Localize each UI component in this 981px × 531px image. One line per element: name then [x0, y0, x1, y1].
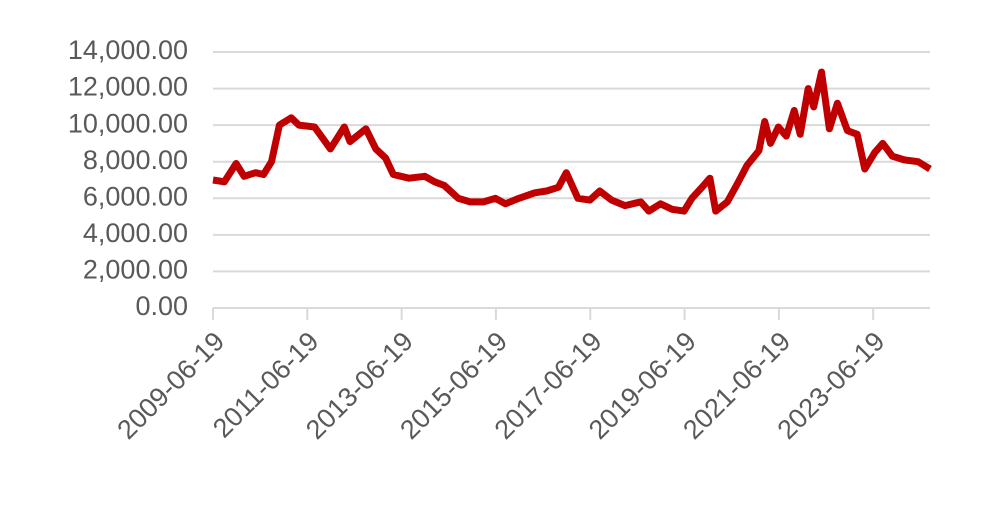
y-tick-label: 10,000.00 [68, 108, 188, 138]
y-tick-label: 2,000.00 [83, 255, 188, 285]
y-tick-label: 8,000.00 [83, 145, 188, 175]
y-tick-label: 0.00 [135, 291, 188, 321]
y-tick-label: 4,000.00 [83, 218, 188, 248]
data-line [212, 68, 932, 215]
y-tick-label: 12,000.00 [68, 72, 188, 102]
y-tick-label: 6,000.00 [83, 181, 188, 211]
y-tick-label: 14,000.00 [68, 35, 188, 65]
